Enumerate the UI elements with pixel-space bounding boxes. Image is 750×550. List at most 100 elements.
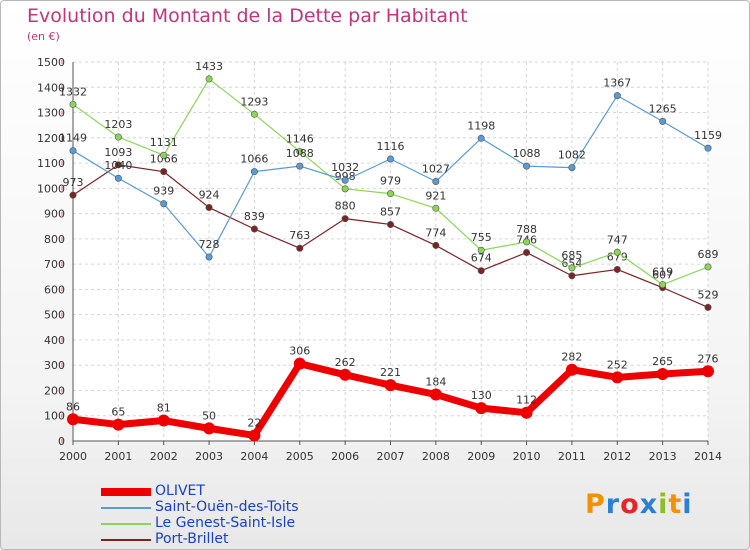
data-point-olivet (475, 402, 488, 415)
data-label-olivet: 262 (335, 356, 356, 369)
data-point-saint-ouen-des-toits (659, 117, 667, 125)
data-point-le-genest-saint-isle (69, 100, 77, 108)
data-point-port-brillet (477, 267, 485, 275)
data-label-port-brillet: 1093 (104, 146, 132, 159)
data-label-saint-ouen-des-toits: 1088 (286, 147, 314, 160)
data-point-olivet (248, 429, 261, 442)
data-label-saint-ouen-des-toits: 1198 (467, 119, 495, 132)
data-point-saint-ouen-des-toits (432, 178, 440, 186)
data-label-le-genest-saint-isle: 1203 (104, 118, 132, 131)
data-point-le-genest-saint-isle (659, 281, 667, 289)
series-saint-ouen-des-toits: 1149 1040 939 728 1066 1088 1032 1116 1027 1198 10… (59, 77, 722, 261)
data-point-olivet (67, 413, 79, 426)
data-label-saint-ouen-des-toits: 1159 (694, 129, 722, 142)
y-tick-label: 1100 (37, 157, 65, 170)
data-label-olivet: 306 (289, 345, 310, 358)
data-label-le-genest-saint-isle: 921 (425, 189, 446, 202)
data-label-le-genest-saint-isle: 689 (698, 248, 719, 261)
data-label-port-brillet: 973 (63, 176, 84, 189)
x-tick-label: 2006 (331, 450, 359, 463)
data-label-port-brillet: 763 (289, 229, 310, 242)
data-label-saint-ouen-des-toits: 1040 (104, 159, 132, 172)
legend-swatch-le-genest (101, 523, 151, 525)
data-label-port-brillet: 774 (425, 226, 446, 239)
data-point-port-brillet (114, 161, 122, 169)
y-tick-label: 1200 (37, 132, 65, 145)
x-tick-label: 2010 (513, 450, 541, 463)
data-label-port-brillet: 924 (199, 189, 220, 202)
data-label-port-brillet: 880 (335, 200, 356, 213)
data-label-le-genest-saint-isle: 1433 (195, 60, 223, 73)
data-point-saint-ouen-des-toits (704, 144, 712, 152)
data-label-saint-ouen-des-toits: 1032 (331, 161, 359, 174)
legend-swatch-saint-ouen (101, 507, 151, 509)
data-point-olivet (112, 418, 125, 431)
data-label-le-genest-saint-isle: 788 (516, 223, 537, 236)
x-tick-label: 2005 (286, 450, 314, 463)
data-point-port-brillet (523, 249, 531, 257)
x-tick-label: 2000 (59, 450, 87, 463)
legend-label-port-brillet: Port-Brillet (155, 531, 229, 547)
proxiti-logo: Proxiti (585, 489, 693, 520)
data-label-le-genest-saint-isle: 1332 (59, 85, 87, 98)
data-point-port-brillet (613, 265, 621, 273)
x-tick-label: 2007 (377, 450, 405, 463)
data-point-olivet (565, 363, 578, 376)
data-label-le-genest-saint-isle: 1146 (286, 132, 314, 145)
data-point-le-genest-saint-isle (432, 204, 440, 212)
data-point-port-brillet (296, 244, 304, 252)
legend-label-le-genest: Le Genest-Saint-Isle (155, 515, 296, 531)
data-label-olivet: 282 (561, 351, 582, 364)
series-olivet: 86 65 81 50 22 306 262 221 184 130 112 282 252 265 276 (66, 345, 719, 442)
x-tick-label: 2002 (150, 450, 178, 463)
data-label-olivet: 252 (607, 358, 628, 371)
data-point-olivet (611, 371, 624, 384)
y-tick-label: 1400 (37, 81, 65, 94)
data-point-saint-ouen-des-toits (477, 134, 485, 142)
data-label-olivet: 50 (202, 409, 216, 422)
data-point-saint-ouen-des-toits (160, 200, 168, 208)
data-label-saint-ouen-des-toits: 1066 (240, 153, 268, 166)
data-point-port-brillet (69, 191, 77, 199)
data-label-port-brillet: 857 (380, 205, 401, 218)
y-tick-label: 400 (44, 334, 65, 347)
data-label-saint-ouen-des-toits: 1149 (59, 132, 87, 145)
data-point-port-brillet (432, 241, 440, 249)
data-label-olivet: 86 (66, 400, 80, 413)
data-point-le-genest-saint-isle (341, 185, 349, 193)
data-label-olivet: 22 (247, 416, 261, 429)
data-point-le-genest-saint-isle (568, 264, 576, 272)
data-point-le-genest-saint-isle (613, 248, 621, 256)
x-tick-label: 2001 (104, 450, 132, 463)
x-tick-label: 2008 (422, 450, 450, 463)
data-point-olivet (384, 379, 397, 392)
data-label-le-genest-saint-isle: 619 (652, 266, 673, 279)
data-point-le-genest-saint-isle (114, 133, 122, 141)
data-label-saint-ouen-des-toits: 1116 (377, 140, 405, 153)
data-point-saint-ouen-des-toits (250, 168, 258, 176)
data-point-olivet (339, 368, 352, 381)
y-tick-label: 900 (44, 208, 65, 221)
data-point-saint-ouen-des-toits (386, 155, 394, 163)
data-label-saint-ouen-des-toits: 1088 (513, 147, 541, 160)
data-point-le-genest-saint-isle (205, 75, 213, 83)
data-label-le-genest-saint-isle: 685 (561, 249, 582, 262)
y-tick-label: 700 (44, 258, 65, 271)
data-point-olivet (293, 357, 306, 370)
data-point-saint-ouen-des-toits (341, 176, 349, 184)
data-point-saint-ouen-des-toits (296, 162, 304, 170)
legend-label-saint-ouen: Saint-Ouën-des-Toits (155, 499, 299, 515)
y-tick-label: 1500 (37, 56, 65, 69)
data-label-olivet: 184 (425, 376, 446, 389)
data-point-olivet (429, 388, 442, 401)
data-point-saint-ouen-des-toits (613, 92, 621, 100)
y-tick-label: 1300 (37, 107, 65, 120)
data-label-le-genest-saint-isle: 979 (380, 175, 401, 188)
data-point-port-brillet (568, 272, 576, 280)
data-label-le-genest-saint-isle: 1131 (150, 136, 178, 149)
data-label-le-genest-saint-isle: 747 (607, 233, 628, 246)
y-tick-label: 100 (44, 410, 65, 423)
data-point-saint-ouen-des-toits (205, 253, 213, 261)
data-label-port-brillet: 607 (652, 269, 673, 282)
